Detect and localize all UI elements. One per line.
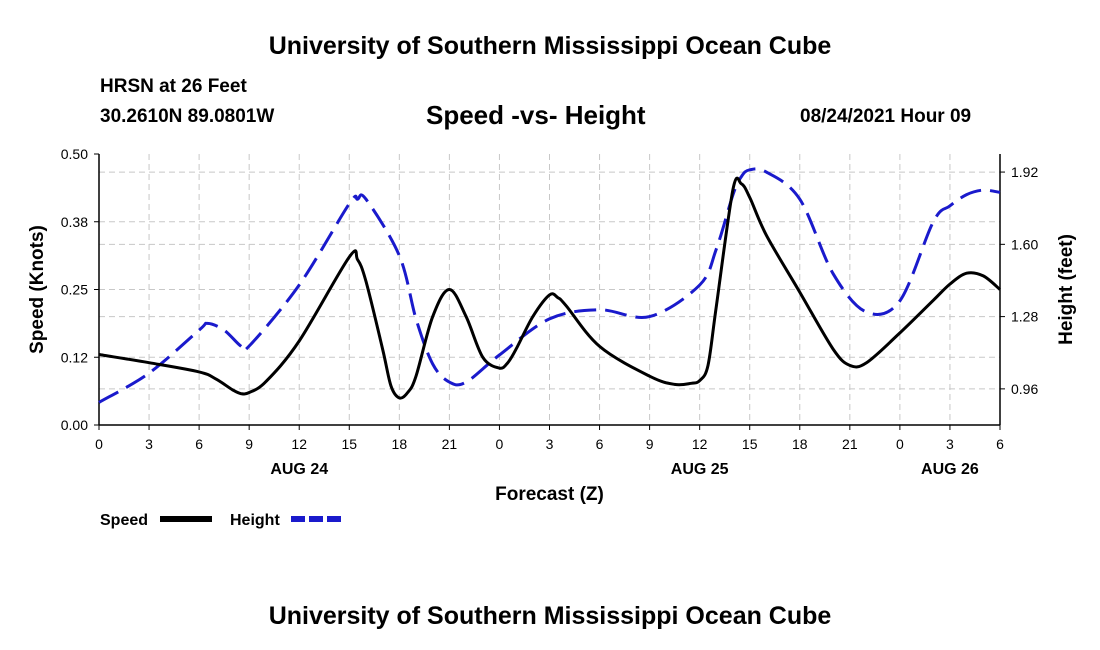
x-tick-label: 6	[195, 436, 203, 452]
x-tick-label: 0	[896, 436, 904, 452]
x-tick-label: 21	[842, 436, 858, 452]
page-title: University of Southern Mississippi Ocean…	[268, 32, 832, 60]
y2-axis-label: Height (feet)	[1056, 234, 1077, 345]
y-tick-label: 0.50	[61, 146, 88, 162]
x-tick-label: 3	[546, 436, 554, 452]
date-label: AUG 25	[671, 461, 729, 478]
x-tick-label: 15	[742, 436, 758, 452]
x-tick-label: 18	[792, 436, 808, 452]
legend-height-label: Height	[230, 512, 280, 529]
y-tick-label: 0.00	[61, 417, 88, 433]
x-tick-label: 3	[145, 436, 153, 452]
x-tick-label: 18	[392, 436, 408, 452]
y-tick-label: 0.38	[61, 214, 88, 230]
x-tick-label: 9	[245, 436, 253, 452]
y2-tick-label: 0.96	[1011, 381, 1038, 397]
x-tick-label: 3	[946, 436, 954, 452]
x-tick-label: 21	[442, 436, 458, 452]
x-tick-label: 12	[291, 436, 307, 452]
x-axis-label: Forecast (Z)	[495, 484, 604, 505]
y2-tick-label: 1.92	[1011, 164, 1038, 180]
series-line-height	[98, 167, 1001, 404]
y-axis-label: Speed (Knots)	[27, 225, 48, 354]
y-tick-label: 0.12	[61, 349, 88, 365]
x-tick-label: 6	[996, 436, 1004, 452]
footer-title: University of Southern Mississippi Ocean…	[268, 602, 832, 630]
chart-title: Speed -vs- Height	[426, 100, 646, 130]
legend-speed-label: Speed	[100, 512, 148, 529]
x-tick-label: 0	[95, 436, 103, 452]
date-label: AUG 26	[921, 461, 979, 478]
y2-tick-label: 1.60	[1011, 236, 1038, 252]
timestamp: 08/24/2021 Hour 09	[800, 106, 972, 127]
x-tick-label: 6	[596, 436, 604, 452]
x-tick-label: 15	[341, 436, 357, 452]
series-line-speed	[98, 176, 1001, 400]
y-tick-label: 0.25	[61, 282, 88, 298]
station-label: HRSN at 26 Feet	[100, 76, 247, 97]
date-label: AUG 24	[270, 461, 328, 478]
x-tick-label: 0	[496, 436, 504, 452]
y2-tick-label: 1.28	[1011, 309, 1038, 325]
station-coordinates: 30.2610N 89.0801W	[100, 106, 275, 127]
x-tick-label: 9	[646, 436, 654, 452]
x-tick-label: 12	[692, 436, 708, 452]
